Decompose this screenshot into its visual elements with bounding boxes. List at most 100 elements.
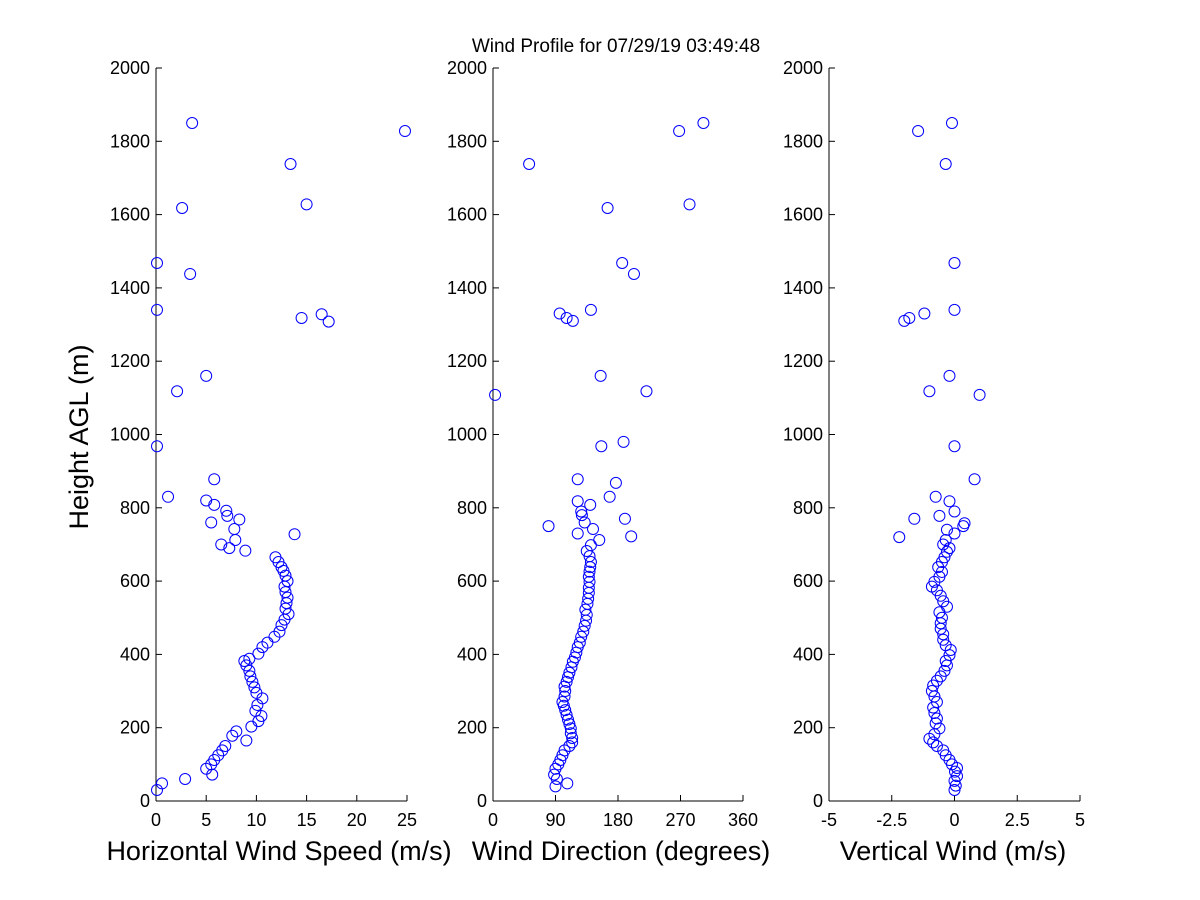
vertical-data-point xyxy=(945,116,958,129)
vertical-data-point xyxy=(929,717,942,730)
direction-x-tick-label: 90 xyxy=(545,810,565,830)
direction-y-tick-label: 1600 xyxy=(447,205,487,225)
speed-x-tick-label: 10 xyxy=(246,810,266,830)
direction-data-point xyxy=(609,476,622,489)
direction-data-point xyxy=(579,603,592,616)
speed-y-tick-label: 600 xyxy=(120,571,150,591)
speed-data-point xyxy=(230,725,243,738)
vertical-data-point xyxy=(939,534,952,547)
direction-data-point xyxy=(560,311,573,324)
direction-data-point xyxy=(566,314,579,327)
direction-data-point xyxy=(580,545,593,558)
direction-data-point xyxy=(562,713,574,726)
speed-x-tick-label: 25 xyxy=(397,810,417,830)
direction-data-point xyxy=(564,727,577,740)
speed-y-tick-label: 1800 xyxy=(110,131,150,151)
direction-y-tick-label: 1400 xyxy=(447,278,487,298)
speed-y-tick-label: 1400 xyxy=(110,278,150,298)
vertical-data-point xyxy=(918,307,931,320)
direction-y-ticks: 0 200 400 600 800 1000 1200 1400 1600 1800 2000 xyxy=(447,58,499,811)
vertical-data-point xyxy=(948,303,961,316)
vertical-points xyxy=(893,116,986,797)
vertical-y-tick-label: 1400 xyxy=(783,278,823,298)
direction-data-point xyxy=(584,556,597,569)
speed-x-tick-label: 20 xyxy=(347,810,367,830)
speed-y-tick-label: 400 xyxy=(120,644,150,664)
direction-data-point xyxy=(627,267,640,280)
direction-data-point xyxy=(489,388,502,401)
vertical-data-point xyxy=(930,712,943,725)
direction-data-point xyxy=(560,675,573,688)
vertical-data-point xyxy=(908,512,921,525)
vertical-data-point xyxy=(939,158,952,171)
direction-data-point xyxy=(603,490,616,503)
direction-y-tick-label: 600 xyxy=(457,571,487,591)
vertical-data-point xyxy=(912,125,925,138)
speed-data-point xyxy=(151,303,164,316)
speed-data-point xyxy=(171,385,184,398)
speed-data-point xyxy=(220,504,233,517)
direction-data-point xyxy=(563,740,576,753)
vertical-data-point xyxy=(940,545,953,558)
direction-data-point xyxy=(523,158,536,171)
direction-data-point xyxy=(583,575,596,588)
direction-y-tick-label: 0 xyxy=(477,791,487,811)
vertical-data-point xyxy=(923,385,936,398)
direction-y-tick-label: 1800 xyxy=(447,131,487,151)
direction-data-point xyxy=(618,512,631,525)
direction-data-point xyxy=(577,625,590,638)
direction-data-point xyxy=(553,307,566,320)
speed-data-point xyxy=(208,473,221,486)
vertical-y-tick-label: 1600 xyxy=(783,205,823,225)
vertical-data-point xyxy=(937,744,950,757)
speed-data-point xyxy=(252,647,265,660)
vertical-data-point xyxy=(903,311,916,324)
direction-x-tick-label: 0 xyxy=(488,810,498,830)
direction-data-point xyxy=(559,704,572,717)
direction-data-point xyxy=(617,435,630,448)
direction-data-point xyxy=(563,666,576,679)
vertical-data-point xyxy=(948,784,961,797)
direction-data-point xyxy=(573,636,586,649)
speed-data-point xyxy=(284,158,297,171)
direction-data-point xyxy=(542,520,555,533)
speed-data-point xyxy=(151,256,164,269)
vertical-x-axis-label: Vertical Wind (m/s) xyxy=(840,836,1067,866)
direction-data-point xyxy=(566,736,579,749)
vertical-data-point xyxy=(935,611,948,624)
direction-x-ticks: 0 90 180 270 360 xyxy=(488,795,758,830)
speed-points xyxy=(151,116,411,797)
direction-y-tick-label: 1200 xyxy=(447,351,487,371)
speed-data-point xyxy=(233,513,246,526)
speed-data-point xyxy=(249,704,262,717)
vertical-data-point xyxy=(937,633,950,646)
speed-data-point xyxy=(219,740,232,753)
vertical-data-point xyxy=(929,490,942,503)
panel-wind-direction: 0 90 180 270 360 0 200 400 600 800 1000 1200 1400 16… xyxy=(447,58,770,866)
vertical-data-point xyxy=(937,628,950,641)
speed-data-point xyxy=(179,773,192,786)
speed-data-point xyxy=(206,768,219,781)
vertical-data-point xyxy=(930,740,943,753)
vertical-y-tick-label: 2000 xyxy=(783,58,823,78)
speed-data-point xyxy=(273,625,286,638)
vertical-x-tick-label: -2.5 xyxy=(876,810,907,830)
speed-data-point xyxy=(226,729,239,742)
vertical-x-tick-label: 2.5 xyxy=(1005,810,1030,830)
speed-data-point xyxy=(208,498,221,511)
speed-x-axis-label: Horizontal Wind Speed (m/s) xyxy=(106,836,451,866)
vertical-y-tick-label: 800 xyxy=(793,498,823,518)
vertical-data-point xyxy=(938,551,951,564)
speed-y-ticks: 0 200 400 600 800 1000 1200 1400 1600 1800 2000 xyxy=(110,58,162,811)
vertical-y-tick-label: 1000 xyxy=(783,425,823,445)
direction-data-point xyxy=(563,718,576,731)
vertical-data-point xyxy=(933,509,946,522)
vertical-y-ticks: 0 200 400 600 800 1000 1200 1400 1600 1800 2000 xyxy=(783,58,835,811)
direction-data-point xyxy=(584,303,597,316)
speed-data-point xyxy=(300,198,313,211)
vertical-data-point xyxy=(893,531,906,544)
direction-data-point xyxy=(559,685,572,698)
speed-data-point xyxy=(205,516,218,529)
speed-data-point xyxy=(315,308,328,321)
